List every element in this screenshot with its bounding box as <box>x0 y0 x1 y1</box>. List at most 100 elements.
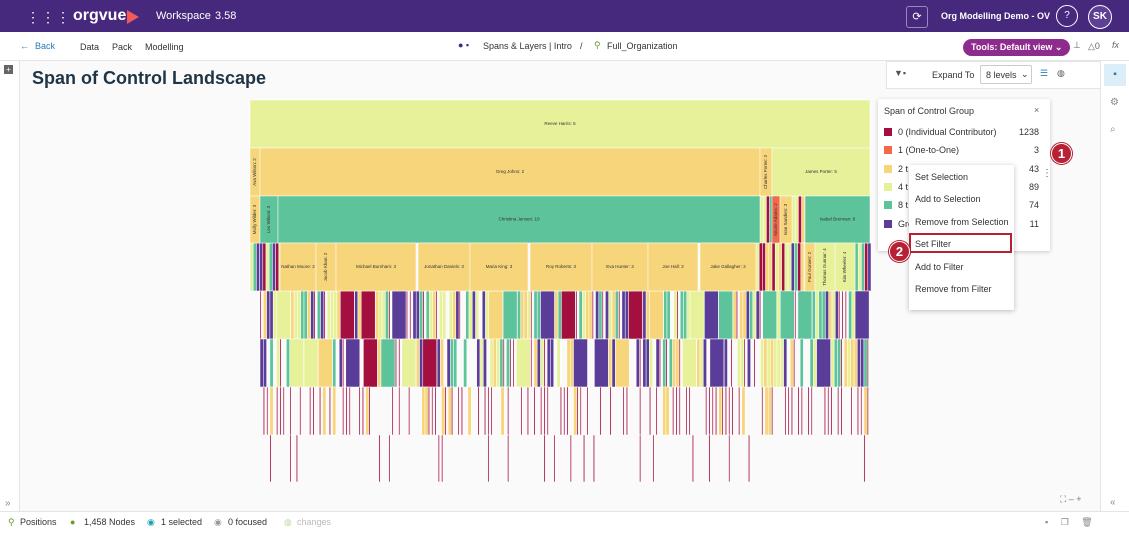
node[interactable] <box>259 147 761 197</box>
alert-count[interactable]: △0 <box>1088 41 1100 51</box>
node <box>378 434 381 483</box>
node[interactable] <box>834 242 856 292</box>
breadcrumb-separator: / <box>580 41 583 51</box>
node[interactable] <box>647 242 699 292</box>
menu-item[interactable]: Set Filter <box>915 239 952 250</box>
logo[interactable]: orgvue <box>73 7 127 24</box>
expand-button[interactable]: » <box>5 498 11 509</box>
menu-item[interactable]: Remove from Selection <box>915 216 1009 227</box>
status-icons[interactable]: ▪ ❐ 🗑 <box>1045 517 1093 527</box>
legend-label[interactable]: 0 (Individual Contributor) <box>898 127 997 137</box>
user-avatar[interactable]: SK <box>1088 5 1112 29</box>
list-icon[interactable]: ☰ <box>1040 68 1049 78</box>
legend-label[interactable]: Gre <box>898 218 914 229</box>
pin-icon[interactable]: ⊥ <box>1073 40 1081 50</box>
changes[interactable]: changes <box>297 517 332 527</box>
node <box>489 338 494 388</box>
node <box>611 338 616 388</box>
filter-icon[interactable]: ▼▪ <box>894 68 907 78</box>
menu-item[interactable]: Add to Selection <box>915 194 981 205</box>
node[interactable] <box>699 242 757 292</box>
node <box>867 242 872 292</box>
menu-item[interactable]: Add to Filter <box>915 261 964 272</box>
node <box>784 386 787 436</box>
node-label: Leo Wilson: 3 <box>266 205 271 233</box>
node <box>388 434 391 483</box>
close-button[interactable]: × <box>1034 105 1040 115</box>
node <box>683 290 688 340</box>
node <box>540 386 543 436</box>
node <box>276 386 279 436</box>
menu-item[interactable]: Set Selection <box>915 172 969 182</box>
node <box>709 338 725 388</box>
tab[interactable]: Pack <box>112 42 133 52</box>
node <box>585 290 590 340</box>
back-arrow[interactable]: ← <box>20 41 29 51</box>
node[interactable] <box>804 195 871 244</box>
node <box>437 434 440 483</box>
tab[interactable]: Modelling <box>145 42 184 52</box>
node <box>509 338 512 388</box>
zoom-controls[interactable]: ⛶ – + <box>1060 494 1082 504</box>
more-icon[interactable]: ⋮ <box>1042 168 1052 179</box>
breadcrumb[interactable]: Spans & Layers | Intro <box>483 41 572 51</box>
tab[interactable]: Data <box>80 42 100 52</box>
nodes-count[interactable]: 1,458 Nodes <box>84 517 136 527</box>
chart-panel-button[interactable]: ▪ <box>1104 64 1126 86</box>
node[interactable] <box>591 242 649 292</box>
breadcrumb[interactable]: Full_Organization <box>607 41 678 51</box>
node[interactable] <box>277 195 761 244</box>
node <box>368 386 371 436</box>
node <box>781 242 786 292</box>
node <box>458 290 461 340</box>
node <box>741 386 746 436</box>
expand-value: 8 levels <box>986 70 1017 80</box>
legend-label[interactable]: 8 t <box>898 200 909 211</box>
back-link[interactable]: Back <box>35 41 56 51</box>
node[interactable] <box>771 147 871 197</box>
legend-label[interactable]: 4 t <box>898 181 909 192</box>
menu-item[interactable]: Remove from Filter <box>915 284 992 294</box>
node[interactable] <box>469 242 529 292</box>
node <box>477 386 480 436</box>
node[interactable] <box>417 242 471 292</box>
node <box>766 338 771 388</box>
settings-button[interactable]: ⚙ <box>1110 97 1119 108</box>
node[interactable] <box>779 195 793 244</box>
project[interactable]: Org Modelling Demo - OV <box>941 11 1051 21</box>
search-button[interactable]: ⌕ <box>1110 124 1116 135</box>
apps-icon[interactable]: ⋮⋮⋮ <box>26 9 71 25</box>
node <box>576 386 579 436</box>
selected-count[interactable]: 1 selected <box>161 517 203 527</box>
node[interactable] <box>335 242 417 292</box>
node <box>530 338 533 388</box>
tools-button[interactable]: Tools: Default view ⌄ <box>963 39 1071 56</box>
positions[interactable]: Positions <box>20 517 57 527</box>
fx-button[interactable]: fx <box>1112 40 1120 50</box>
changes-icon: ◍ <box>284 517 292 527</box>
node <box>431 386 434 436</box>
node[interactable] <box>249 99 871 149</box>
node <box>807 386 810 436</box>
globe-icon[interactable]: ◍ <box>1057 68 1065 78</box>
legend-label[interactable]: 1 (One-to-One) <box>898 145 960 156</box>
node <box>332 386 337 436</box>
node <box>811 290 816 340</box>
node <box>787 386 790 436</box>
legend-label[interactable]: 2 t <box>898 163 909 174</box>
refresh-button[interactable]: ⟳ <box>906 6 928 28</box>
node <box>718 386 723 436</box>
node-label: Jonathan Daniels: 3 <box>424 264 464 269</box>
expand-select[interactable]: 8 levels ⌄ <box>980 65 1032 84</box>
add-button[interactable]: + <box>4 65 13 74</box>
help-button[interactable]: ? <box>1056 5 1078 27</box>
node <box>385 290 389 340</box>
node <box>432 290 437 340</box>
focused-count[interactable]: 0 focused <box>228 517 268 527</box>
collapse-button[interactable]: « <box>1110 497 1116 508</box>
node <box>615 338 630 388</box>
node[interactable] <box>279 242 317 292</box>
node <box>487 386 490 436</box>
node <box>259 338 264 388</box>
node <box>362 386 364 436</box>
